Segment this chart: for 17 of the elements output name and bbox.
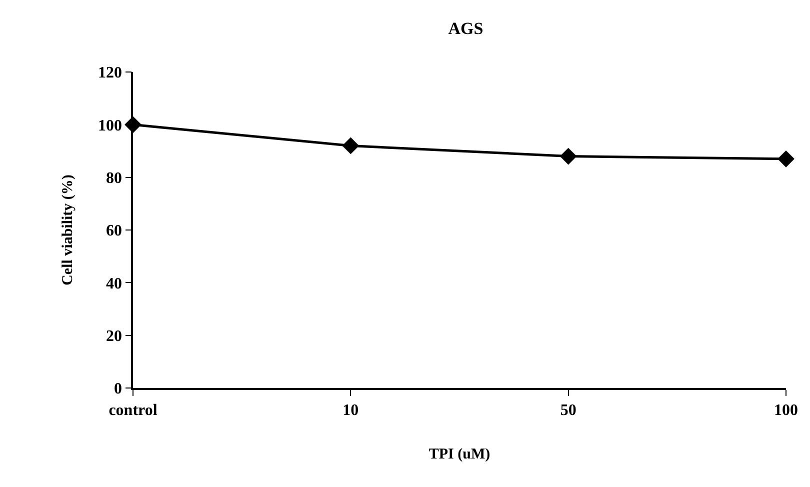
x-axis-title: TPI (uM) bbox=[428, 446, 490, 462]
y-axis-title: Cell viability (%) bbox=[60, 174, 76, 286]
y-tick-label: 20 bbox=[106, 328, 122, 345]
y-tick-label: 40 bbox=[106, 275, 122, 292]
x-tick-label: 50 bbox=[560, 402, 576, 419]
y-tick-label: 0 bbox=[114, 380, 122, 398]
y-tick-label: 60 bbox=[106, 222, 122, 240]
point bbox=[560, 148, 577, 165]
x-tick-label: 100 bbox=[774, 402, 798, 419]
point bbox=[778, 150, 794, 168]
y-tick-label: 120 bbox=[98, 64, 122, 82]
x-tick-label: 10 bbox=[342, 402, 359, 419]
y-tick-label: 80 bbox=[106, 170, 122, 187]
chart-title: AGS bbox=[448, 18, 484, 38]
x-tick-label: control bbox=[108, 402, 158, 419]
y-tick-label: 100 bbox=[98, 117, 122, 134]
point bbox=[342, 137, 360, 154]
